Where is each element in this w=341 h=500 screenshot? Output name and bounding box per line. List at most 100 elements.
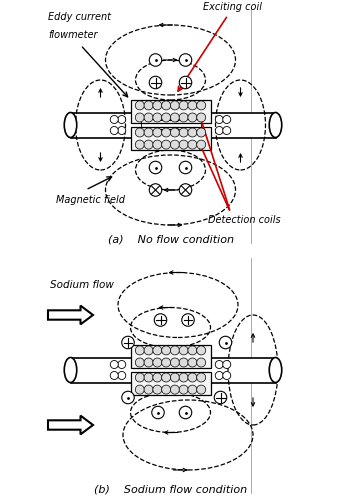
Bar <box>140 118 201 131</box>
Circle shape <box>188 113 197 122</box>
Circle shape <box>110 126 118 134</box>
Ellipse shape <box>64 112 77 138</box>
Circle shape <box>162 358 170 367</box>
Text: Sodium flow: Sodium flow <box>50 280 114 290</box>
Circle shape <box>182 314 194 326</box>
Text: Detection coils: Detection coils <box>208 215 281 225</box>
Bar <box>131 127 210 150</box>
Circle shape <box>215 126 223 134</box>
Circle shape <box>144 346 153 355</box>
Circle shape <box>153 113 162 122</box>
Text: (a)    No flow condition: (a) No flow condition <box>107 235 234 245</box>
Circle shape <box>110 372 118 380</box>
Circle shape <box>118 360 126 368</box>
Circle shape <box>162 101 170 110</box>
Circle shape <box>110 116 118 124</box>
Circle shape <box>179 128 188 137</box>
Circle shape <box>153 385 162 394</box>
Circle shape <box>179 54 192 66</box>
Circle shape <box>179 101 188 110</box>
Circle shape <box>197 346 206 355</box>
Circle shape <box>118 126 126 134</box>
Circle shape <box>170 385 179 394</box>
Circle shape <box>144 113 153 122</box>
Circle shape <box>179 358 188 367</box>
Circle shape <box>162 373 170 382</box>
Circle shape <box>153 101 162 110</box>
Circle shape <box>188 140 197 149</box>
Circle shape <box>214 391 227 404</box>
Circle shape <box>149 76 162 89</box>
Circle shape <box>153 358 162 367</box>
Circle shape <box>223 372 231 380</box>
Circle shape <box>118 372 126 380</box>
Polygon shape <box>48 416 93 434</box>
Circle shape <box>197 385 206 394</box>
Circle shape <box>215 360 223 368</box>
Circle shape <box>179 373 188 382</box>
Polygon shape <box>48 306 93 324</box>
Circle shape <box>135 373 144 382</box>
Bar <box>71 358 276 382</box>
Circle shape <box>197 101 206 110</box>
Circle shape <box>144 128 153 137</box>
Circle shape <box>179 406 192 419</box>
Circle shape <box>154 314 167 326</box>
Circle shape <box>197 358 206 367</box>
Circle shape <box>170 373 179 382</box>
Circle shape <box>149 54 162 66</box>
Circle shape <box>122 391 134 404</box>
Circle shape <box>135 385 144 394</box>
Circle shape <box>153 373 162 382</box>
Circle shape <box>162 113 170 122</box>
Bar <box>71 112 276 138</box>
Ellipse shape <box>269 358 282 382</box>
Circle shape <box>162 385 170 394</box>
Circle shape <box>179 161 192 174</box>
Circle shape <box>149 184 162 196</box>
Circle shape <box>223 360 231 368</box>
Circle shape <box>144 140 153 149</box>
Circle shape <box>152 406 164 419</box>
Circle shape <box>135 140 144 149</box>
Circle shape <box>144 358 153 367</box>
Circle shape <box>135 128 144 137</box>
Circle shape <box>188 373 197 382</box>
Circle shape <box>162 128 170 137</box>
Text: Exciting coil: Exciting coil <box>203 2 262 12</box>
Bar <box>131 372 210 395</box>
Circle shape <box>170 101 179 110</box>
Circle shape <box>179 113 188 122</box>
Circle shape <box>179 346 188 355</box>
Text: Magnetic field: Magnetic field <box>56 195 124 205</box>
Circle shape <box>197 128 206 137</box>
Circle shape <box>135 346 144 355</box>
Circle shape <box>215 372 223 380</box>
Circle shape <box>219 336 232 349</box>
Circle shape <box>188 128 197 137</box>
Circle shape <box>179 76 192 89</box>
Ellipse shape <box>64 358 77 382</box>
Circle shape <box>188 346 197 355</box>
Circle shape <box>170 113 179 122</box>
Circle shape <box>144 385 153 394</box>
Circle shape <box>144 373 153 382</box>
Text: flowmeter: flowmeter <box>48 30 98 40</box>
Text: Eddy current: Eddy current <box>48 12 111 22</box>
Circle shape <box>170 346 179 355</box>
Circle shape <box>162 346 170 355</box>
Circle shape <box>188 358 197 367</box>
Circle shape <box>223 126 231 134</box>
Circle shape <box>149 161 162 174</box>
Circle shape <box>153 128 162 137</box>
Circle shape <box>197 113 206 122</box>
Circle shape <box>162 140 170 149</box>
Circle shape <box>188 101 197 110</box>
Circle shape <box>197 373 206 382</box>
Circle shape <box>135 358 144 367</box>
Circle shape <box>170 358 179 367</box>
Ellipse shape <box>269 112 282 138</box>
Bar <box>131 345 210 368</box>
Circle shape <box>179 184 192 196</box>
Circle shape <box>170 128 179 137</box>
